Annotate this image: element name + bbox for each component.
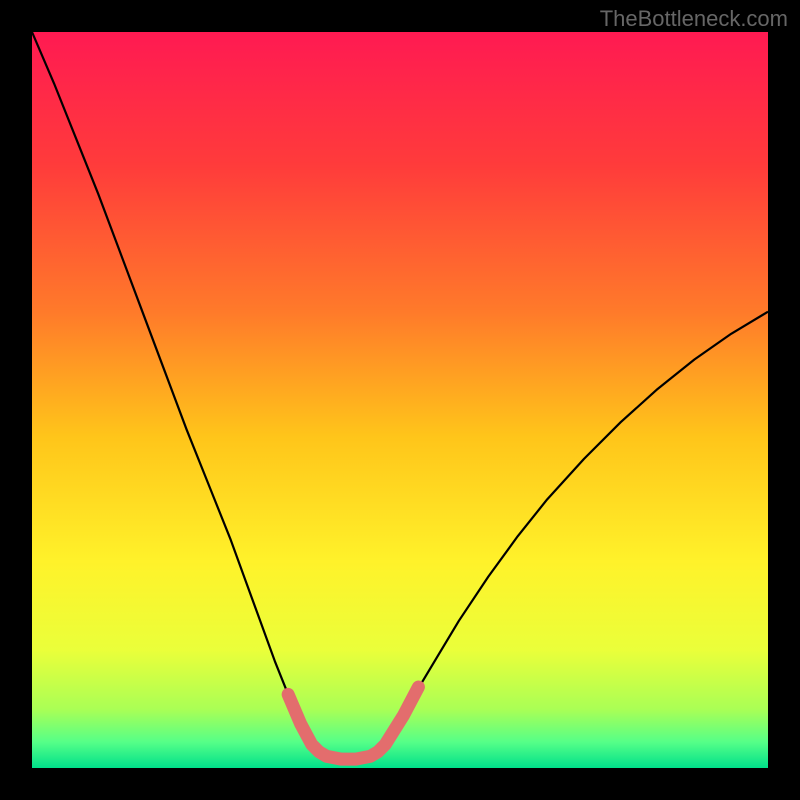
plot-area bbox=[32, 32, 768, 768]
curve-layer bbox=[32, 32, 768, 768]
valley-highlight bbox=[288, 687, 418, 759]
bottleneck-curve bbox=[32, 32, 768, 759]
watermark-text: TheBottleneck.com bbox=[600, 6, 788, 32]
chart-canvas: TheBottleneck.com bbox=[0, 0, 800, 800]
